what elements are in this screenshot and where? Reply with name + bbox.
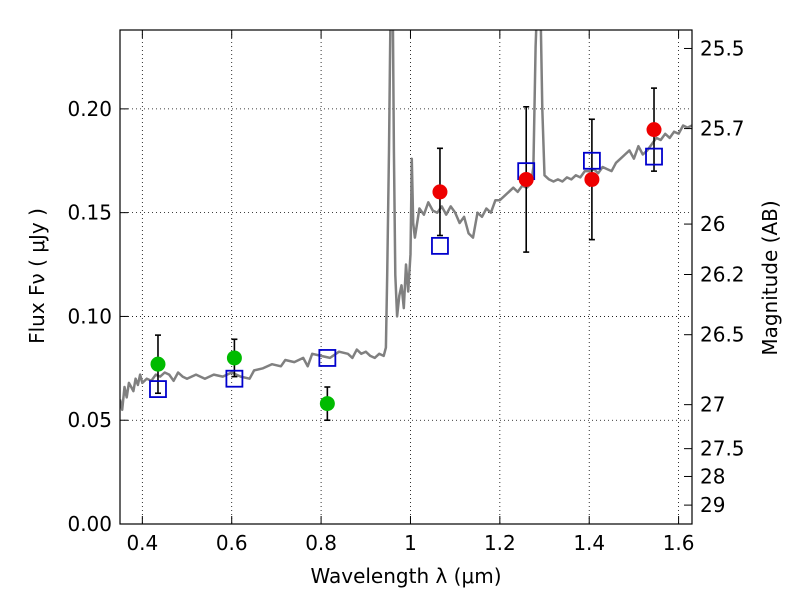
model-square-marker: [225, 369, 244, 388]
x-tick-label: 0.4: [126, 531, 158, 555]
green-data-point: [319, 396, 335, 412]
y-tick-label: 0.05: [67, 408, 112, 432]
green-data-point: [226, 350, 242, 366]
right-tick-label: 27.5: [700, 437, 745, 461]
model-square-marker: [583, 151, 601, 170]
red-data-point: [432, 184, 448, 200]
plot-frame: [119, 29, 693, 525]
model-square-marker: [318, 349, 337, 367]
green-data-point: [150, 356, 166, 372]
y-tick-label: 0.15: [67, 201, 112, 225]
model-square-marker: [431, 236, 449, 255]
x-tick-label: 1.6: [663, 531, 695, 555]
model-spectrum-line: [120, 30, 692, 412]
right-tick-label: 26.2: [700, 263, 745, 287]
right-tick-label: 29: [700, 493, 725, 517]
plot-area: [120, 30, 692, 422]
y-axis-right-label: Magnitude (AB): [758, 200, 782, 355]
model-square-marker: [645, 147, 663, 166]
x-tick-label: 0.6: [216, 531, 248, 555]
right-tick-label: 26: [700, 212, 725, 236]
red-data-point: [518, 171, 534, 187]
right-tick-label: 27: [700, 393, 725, 417]
x-axis-label: Wavelength λ (μm): [310, 564, 501, 588]
right-tick-label: 26.5: [700, 323, 745, 347]
x-tick-label: 1.2: [484, 531, 516, 555]
right-tick-label: 25.7: [700, 117, 745, 141]
x-tick-label: 0.8: [305, 531, 337, 555]
right-tick-label: 25.5: [700, 36, 745, 60]
y-tick-label: 0.00: [67, 512, 112, 536]
y-tick-label: 0.20: [67, 97, 112, 121]
x-tick-label: 1.4: [573, 531, 605, 555]
red-data-point: [584, 171, 600, 187]
y-axis-label: Flux Fν ( μJy ): [25, 208, 49, 344]
model-square-marker: [149, 380, 167, 398]
red-data-point: [646, 122, 662, 138]
y-tick-label: 0.10: [67, 304, 112, 328]
right-tick-label: 28: [700, 464, 725, 488]
x-tick-label: 1: [404, 531, 417, 555]
axes: 0.4 0.6 0.8 1 1.2 1.4 1.6 0.00 0.05 0.10 0.15 0.20 2…: [67, 29, 745, 555]
